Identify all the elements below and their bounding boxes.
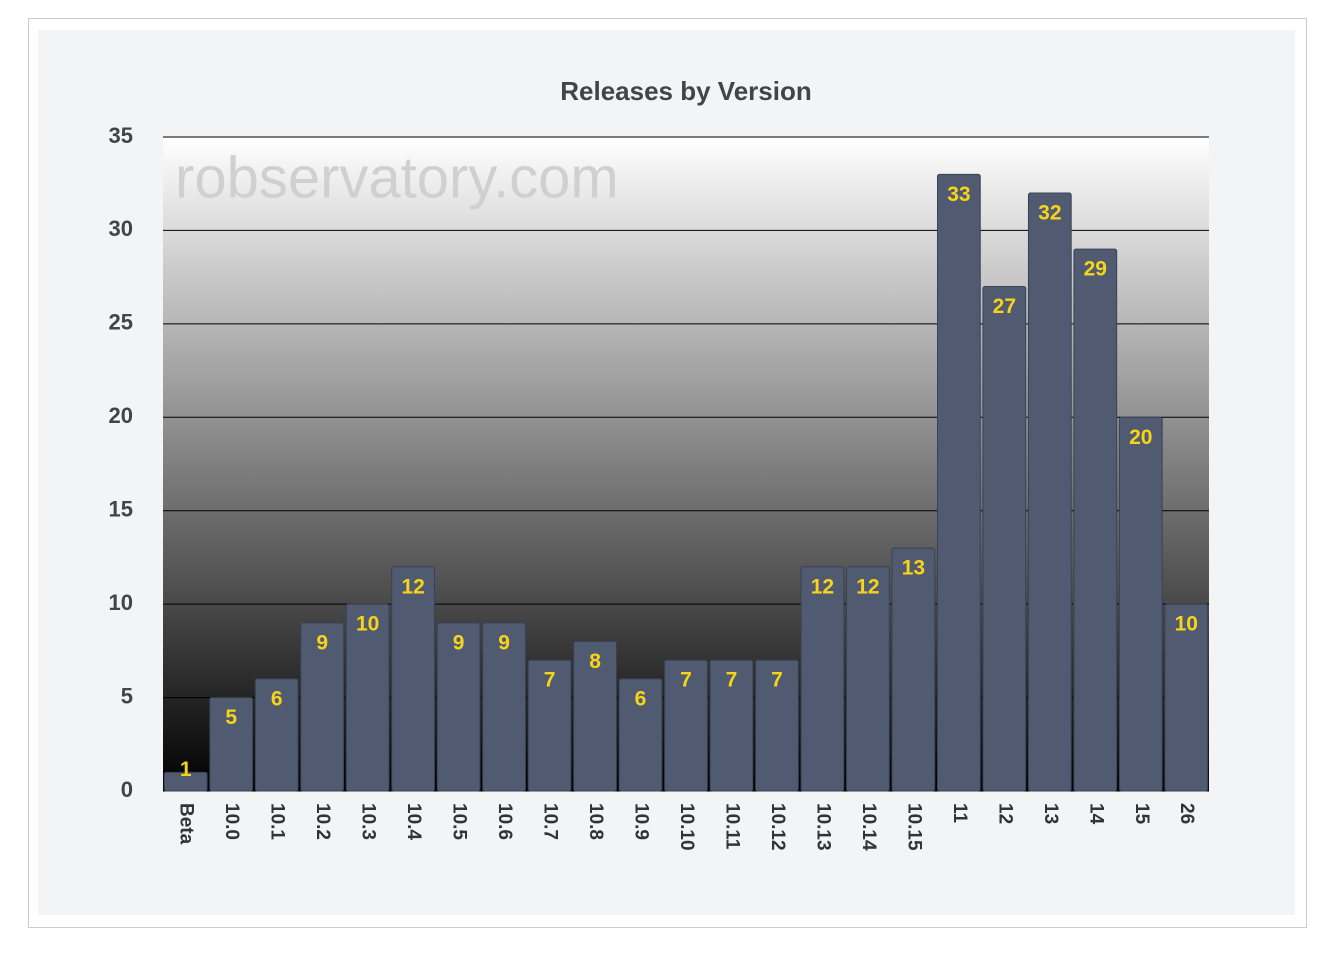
bar <box>618 678 663 792</box>
x-tick-label: 10.11 <box>721 803 742 850</box>
data-label: 12 <box>401 575 424 598</box>
x-tick-label: 10.0 <box>221 803 242 840</box>
x-tick-label: 10.12 <box>767 803 788 851</box>
bar <box>300 622 345 792</box>
x-tick-label: 10.4 <box>403 803 424 840</box>
y-tick-label: 35 <box>109 123 133 148</box>
bar <box>391 566 436 792</box>
chart-title: Releases by Version <box>560 76 811 106</box>
x-tick-label: 14 <box>1085 803 1106 825</box>
bar <box>345 603 390 792</box>
x-tick-label: 12 <box>994 803 1015 824</box>
x-tick-label: 11 <box>949 803 970 824</box>
bar <box>1027 192 1072 792</box>
bar <box>936 173 981 792</box>
data-label: 7 <box>680 669 692 692</box>
bar <box>1164 603 1209 792</box>
x-tick-label: 10.8 <box>585 803 606 840</box>
bar <box>209 697 254 792</box>
data-label: 7 <box>726 669 738 692</box>
x-tick-label: 13 <box>1040 803 1061 824</box>
bar <box>436 622 481 792</box>
bar <box>482 622 526 792</box>
bar <box>163 771 208 792</box>
bar <box>527 659 572 792</box>
x-tick-label: 10.14 <box>858 803 879 851</box>
x-tick-label: 10.6 <box>494 803 515 840</box>
bar <box>1118 416 1163 792</box>
data-label: 12 <box>811 575 834 598</box>
data-label: 9 <box>498 631 510 654</box>
data-label: 8 <box>589 650 601 673</box>
data-label: 1 <box>180 758 192 781</box>
data-label: 7 <box>544 669 556 692</box>
y-tick-label: 10 <box>109 590 133 615</box>
bar <box>891 547 936 792</box>
x-tick-label: 10.1 <box>267 803 288 840</box>
x-tick-label: 10.2 <box>312 803 333 840</box>
y-tick-label: 15 <box>109 497 133 522</box>
x-tick-label: 10.7 <box>540 803 561 840</box>
data-label: 12 <box>856 575 879 598</box>
bar <box>254 678 299 792</box>
data-label: 6 <box>635 687 647 710</box>
data-label: 10 <box>1175 613 1198 636</box>
bar <box>573 641 617 792</box>
data-label: 29 <box>1084 258 1107 281</box>
bar <box>800 566 845 792</box>
data-label: 7 <box>771 669 783 692</box>
data-label: 9 <box>453 631 465 654</box>
y-tick-label: 0 <box>121 777 133 802</box>
x-tick-label: 15 <box>1131 803 1152 825</box>
bar <box>982 285 1027 792</box>
y-tick-label: 30 <box>109 216 133 241</box>
x-tick-label: 10.9 <box>631 803 652 840</box>
y-tick-label: 20 <box>109 403 133 428</box>
data-label: 5 <box>225 706 237 729</box>
bar <box>755 659 799 792</box>
x-tick-label: 10.10 <box>676 803 697 851</box>
data-label: 6 <box>271 687 283 710</box>
data-label: 33 <box>947 183 970 206</box>
y-tick-label: 25 <box>109 310 133 335</box>
x-tick-label: 10.15 <box>903 803 924 851</box>
data-label: 27 <box>993 295 1016 318</box>
x-tick-label: 10.5 <box>449 803 470 840</box>
bar <box>709 659 754 792</box>
bar <box>1073 248 1118 792</box>
x-tick-label: 10.13 <box>812 803 833 851</box>
data-label: 13 <box>902 557 925 580</box>
bar <box>664 659 708 792</box>
data-label: 9 <box>316 631 328 654</box>
watermark: robservatory.com <box>175 145 619 210</box>
y-tick-label: 5 <box>121 683 133 708</box>
data-label: 32 <box>1038 202 1061 225</box>
data-label: 20 <box>1129 426 1152 449</box>
x-tick-label: Beta <box>176 803 197 845</box>
data-label: 10 <box>356 613 379 636</box>
x-tick-label: 26 <box>1176 803 1197 824</box>
bar <box>846 566 890 792</box>
x-tick-label: 10.3 <box>358 803 379 840</box>
